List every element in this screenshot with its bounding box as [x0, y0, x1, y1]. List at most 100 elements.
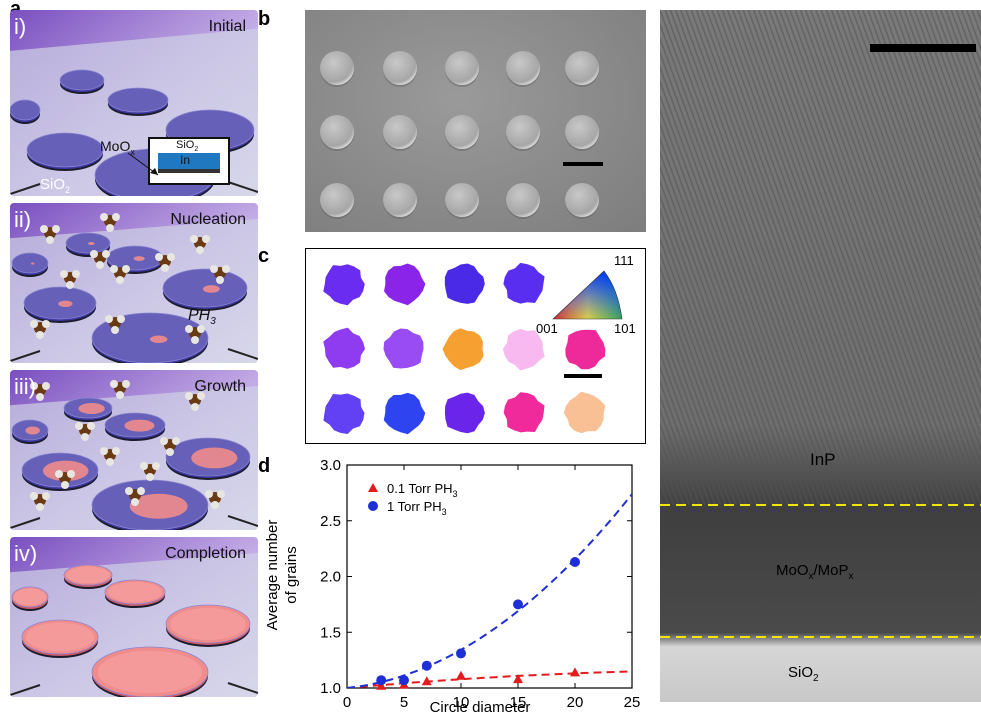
ipf-label-001: 001 — [536, 321, 558, 336]
data-point — [421, 660, 432, 671]
stage-4: iv) Completion — [10, 537, 258, 697]
stage-disk — [26, 132, 104, 171]
stage-number: iv) — [14, 541, 38, 566]
ph3-molecule — [100, 447, 120, 466]
sem-dot — [565, 51, 599, 87]
ph3-molecule — [155, 253, 175, 272]
ebsd-map: 111 001 101 — [305, 248, 646, 444]
legend-label: 0.1 Torr PH3 — [387, 481, 458, 499]
ph3-molecule — [105, 315, 125, 334]
x-tick-label: 15 — [510, 694, 527, 711]
stage-1: i) Initial MoOx SiO2 SiO2 In — [10, 10, 258, 196]
y-tick-label: 2.5 — [320, 513, 341, 530]
stage-title: Nucleation — [170, 211, 246, 228]
label-sio2: SiO2 — [40, 176, 71, 195]
ph3-molecule — [55, 470, 75, 489]
data-point — [456, 670, 466, 680]
ph3-molecule — [185, 325, 205, 344]
ebsd-grain — [502, 329, 545, 371]
sem-dot — [383, 183, 417, 219]
ebsd-grain — [442, 328, 484, 371]
stage-disk — [23, 286, 97, 323]
stage-disk — [11, 252, 49, 277]
data-point — [376, 675, 387, 686]
stage-4-drawing — [10, 537, 258, 697]
x-tick-label: 0 — [343, 694, 351, 711]
ph3-molecule — [100, 213, 120, 232]
panel-label-d: d — [258, 455, 271, 477]
data-point — [513, 599, 523, 610]
stage-3-drawing — [10, 370, 258, 530]
ph3-molecule — [210, 265, 230, 284]
legend-marker — [368, 501, 378, 511]
sem-scale-bar — [563, 162, 603, 166]
ebsd-grain — [383, 328, 424, 369]
data-point — [570, 667, 580, 677]
data-point — [376, 680, 387, 690]
data-point — [421, 676, 432, 686]
ipf-label-101: 101 — [614, 321, 636, 336]
ebsd-grain — [563, 391, 606, 434]
data-point — [456, 648, 466, 659]
ph3-molecule — [90, 250, 110, 269]
ebsd-grain — [323, 327, 365, 369]
stage-disk — [104, 579, 166, 608]
sem-dot — [565, 115, 599, 151]
ph3-molecule — [40, 225, 60, 244]
x-tick-label: 10 — [453, 694, 470, 711]
stage-disk — [11, 419, 49, 444]
ph3-molecule — [30, 320, 50, 339]
sem-dot — [320, 115, 354, 151]
ebsd-grain — [383, 392, 426, 435]
ipf-label-111: 111 — [614, 253, 634, 268]
stage-2: ii) Nucleation PH3 — [10, 203, 258, 363]
sem-dot — [506, 183, 540, 219]
sem-dot — [320, 183, 354, 219]
stage-disk — [91, 312, 209, 363]
sem-dot — [506, 115, 540, 151]
stage-disk — [59, 69, 105, 94]
ebsd-grain — [503, 262, 545, 304]
stage-title: Initial — [208, 18, 246, 35]
ph3-molecule — [185, 392, 205, 411]
panel-label-b: b — [258, 8, 271, 30]
ebsd-grain — [444, 263, 485, 304]
stage-disk — [63, 397, 113, 422]
chart-ylabel-line1: Average number — [264, 520, 281, 631]
ph3-molecule — [140, 462, 160, 481]
fit-line — [347, 493, 632, 688]
y-tick-label: 2.0 — [320, 569, 341, 586]
stage-title: Growth — [194, 378, 246, 395]
ph3-molecule — [30, 382, 50, 401]
chart-xlabel: Circle diameter — [430, 699, 531, 715]
ebsd-grain — [565, 329, 606, 370]
panel-label-c: c — [258, 245, 270, 267]
stage-disk — [104, 412, 166, 441]
sem-dot — [445, 183, 479, 219]
ebsd-grain — [323, 393, 365, 434]
stage-number: i) — [14, 14, 27, 39]
ph3-molecule — [30, 492, 50, 511]
sem-image — [305, 10, 646, 232]
x-tick-label: 20 — [567, 694, 584, 711]
stage-disk — [165, 604, 251, 647]
stage-disk — [21, 619, 99, 658]
x-tick-label: 25 — [624, 694, 641, 711]
ph3-molecule — [60, 270, 80, 289]
stage-disk — [162, 268, 248, 311]
data-point — [513, 674, 523, 684]
ebsd-grain — [323, 264, 365, 306]
stage-title: Completion — [165, 545, 246, 562]
legend-marker — [368, 483, 378, 492]
data-point — [570, 557, 580, 568]
data-point — [399, 675, 409, 686]
sem-dot — [445, 51, 479, 87]
stage-disk — [11, 586, 49, 611]
y-tick-label: 3.0 — [320, 457, 341, 474]
y-tick-label: 1.5 — [320, 624, 341, 641]
layer-inset: SiO2 In — [148, 137, 230, 185]
stage-number: ii) — [14, 207, 32, 232]
fit-line — [347, 670, 632, 688]
label-ph3: PH3 — [188, 307, 216, 328]
ebsd-scale-bar — [564, 374, 602, 378]
